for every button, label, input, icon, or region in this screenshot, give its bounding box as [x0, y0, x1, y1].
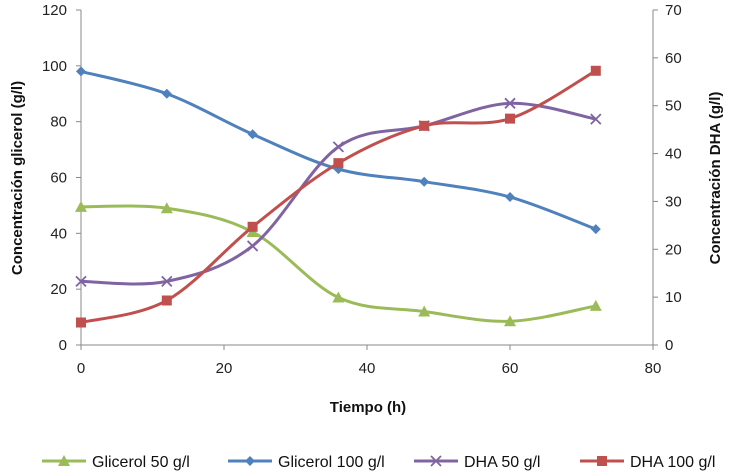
legend-item: DHA 100 g/l	[580, 454, 715, 471]
data-point	[75, 275, 87, 287]
data-point	[419, 176, 430, 187]
y-left-tick-label: 80	[50, 114, 67, 131]
data-point	[76, 66, 86, 77]
legend-label: Glicerol 50 g/l	[92, 454, 190, 471]
data-point	[590, 113, 602, 125]
data-point	[246, 240, 259, 252]
series-layer	[75, 65, 602, 328]
y-right-tick-label: 10	[665, 289, 682, 306]
y-left-tick-label: 60	[50, 170, 67, 187]
series-line	[80, 69, 597, 324]
series-3	[75, 97, 602, 287]
legend-label: DHA 50 g/l	[464, 454, 540, 471]
data-point	[161, 88, 172, 99]
y-right-tick-label: 70	[665, 2, 682, 19]
legend-item: Glicerol 100 g/l	[228, 454, 385, 471]
legend-label: Glicerol 100 g/l	[278, 454, 385, 471]
data-point	[332, 291, 345, 303]
x-tick-label: 20	[216, 360, 233, 377]
data-point	[333, 158, 344, 169]
series-4	[76, 65, 601, 328]
legend-label: DHA 100 g/l	[630, 454, 715, 471]
legend-item: Glicerol 50 g/l	[42, 454, 190, 471]
data-point	[161, 295, 172, 306]
data-point	[504, 315, 516, 327]
x-tick-label: 0	[77, 360, 85, 377]
data-point	[590, 65, 601, 76]
legend-swatch-marker	[245, 456, 255, 466]
legend-swatch-marker	[58, 455, 70, 466]
data-point	[419, 120, 430, 131]
legend-item: DHA 50 g/l	[414, 454, 540, 471]
series-2	[76, 66, 601, 235]
legend-swatch-marker	[430, 455, 442, 467]
data-point	[160, 202, 173, 214]
x-tick-label: 40	[359, 360, 376, 377]
y-left-tick-label: 20	[50, 281, 67, 298]
data-point	[505, 192, 515, 203]
legend-swatch-marker	[597, 456, 607, 466]
data-point	[504, 97, 516, 109]
legend: Glicerol 50 g/l Glicerol 100 g/l DHA 50 g/…	[42, 454, 715, 471]
data-point	[247, 129, 258, 140]
y-right-tick-label: 40	[665, 146, 682, 163]
y-right-tick-label: 60	[665, 50, 682, 67]
data-point	[76, 317, 86, 328]
data-point	[161, 275, 173, 287]
series-line	[80, 69, 597, 231]
data-point	[247, 221, 258, 232]
data-point	[332, 141, 345, 153]
y-right-tick-label: 50	[665, 98, 682, 115]
data-point	[505, 113, 515, 124]
y-right-tick-label: 30	[665, 193, 682, 210]
axes	[80, 10, 654, 346]
x-axis-title: Tiempo (h)	[330, 399, 406, 416]
data-point	[418, 305, 431, 317]
ticks: 0 20 40 60 80 100 120 0 10 20 30 40 50 60 70 0 20 40 60 80	[42, 2, 682, 377]
y-left-tick-label: 40	[50, 225, 67, 242]
series-line	[80, 101, 597, 286]
x-tick-label: 60	[502, 360, 519, 377]
data-point	[75, 200, 87, 212]
data-point	[590, 224, 601, 235]
y-axis-left-title: Concentración glicerol (g/l)	[9, 81, 26, 275]
y-left-tick-label: 0	[59, 337, 67, 354]
x-tick-label: 80	[645, 360, 662, 377]
y-right-tick-label: 20	[665, 241, 682, 258]
y-left-tick-label: 100	[42, 58, 67, 75]
y-left-tick-label: 120	[42, 2, 67, 19]
y-axis-right-title: Concentración DHA (g/l)	[707, 92, 724, 265]
data-point	[589, 299, 602, 311]
y-right-tick-label: 0	[665, 337, 673, 354]
